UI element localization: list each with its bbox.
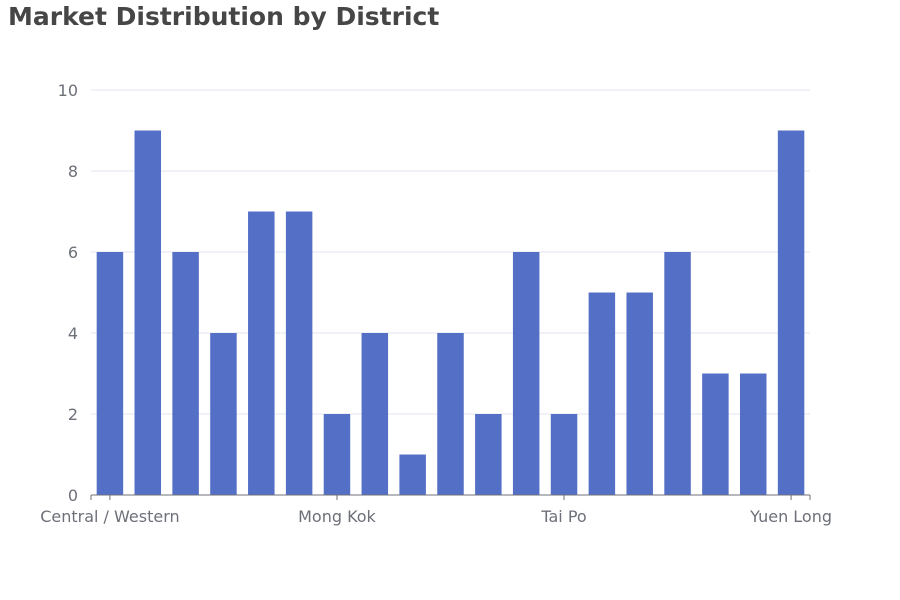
y-tick-label: 0	[68, 486, 78, 505]
bar	[172, 252, 199, 495]
y-tick-label: 2	[68, 405, 78, 424]
x-tick-label: Tai Po	[540, 507, 586, 526]
bar	[588, 292, 616, 495]
bar	[134, 130, 162, 495]
y-axis-tick-labels: 0 2 4 6 8 10	[58, 81, 78, 505]
bar	[550, 414, 578, 495]
bar	[437, 333, 464, 495]
bar	[626, 292, 653, 495]
bar	[475, 414, 502, 495]
y-tick-label: 8	[68, 162, 78, 181]
y-tick-label: 6	[68, 243, 78, 262]
bar	[739, 373, 767, 495]
x-tick-label: Mong Kok	[298, 507, 376, 526]
chart-title: Market Distribution by District	[8, 2, 440, 31]
bar	[512, 252, 540, 495]
y-tick-label: 10	[58, 81, 78, 100]
bar	[361, 333, 389, 495]
bar	[702, 373, 729, 495]
x-axis-tick-labels: Central / Western Mong Kok Tai Po Yuen Long	[40, 507, 832, 526]
x-tick-label: Yuen Long	[749, 507, 832, 526]
y-tick-label: 4	[68, 324, 78, 343]
bar	[248, 211, 275, 495]
bar	[777, 130, 805, 495]
bar	[664, 252, 691, 495]
x-tick-label: Central / Western	[40, 507, 179, 526]
bar	[96, 252, 124, 495]
bar	[285, 211, 313, 495]
bar	[210, 333, 237, 495]
x-axis	[90, 494, 811, 500]
bar	[323, 414, 351, 495]
bars	[96, 130, 805, 495]
bar	[399, 454, 426, 495]
